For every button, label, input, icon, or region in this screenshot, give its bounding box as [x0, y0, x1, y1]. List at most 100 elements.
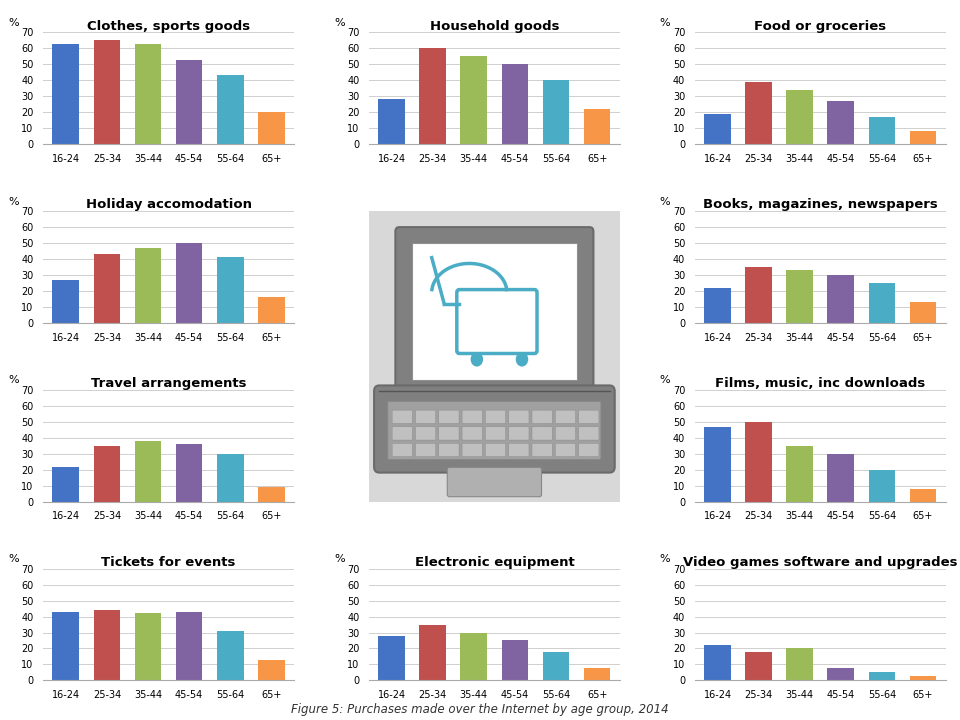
FancyBboxPatch shape — [392, 427, 413, 440]
Title: Video games software and upgrades: Video games software and upgrades — [683, 556, 957, 569]
Bar — [420, 624, 446, 680]
Bar — [786, 446, 813, 502]
Title: Household goods: Household goods — [430, 19, 559, 32]
Text: Figure 5: Purchases made over the Internet by age group, 2014: Figure 5: Purchases made over the Intern… — [291, 703, 669, 716]
Bar — [869, 469, 896, 502]
FancyBboxPatch shape — [396, 227, 593, 395]
Title: Electronic equipment: Electronic equipment — [415, 556, 574, 569]
Text: %: % — [660, 375, 670, 385]
FancyBboxPatch shape — [462, 444, 482, 456]
Bar — [420, 48, 446, 144]
Bar — [786, 270, 813, 323]
Bar — [910, 675, 936, 680]
Title: Books, magazines, newspapers: Books, magazines, newspapers — [703, 199, 938, 212]
FancyBboxPatch shape — [555, 427, 576, 440]
Circle shape — [470, 352, 483, 366]
FancyBboxPatch shape — [532, 444, 552, 456]
Bar — [378, 636, 405, 680]
Bar — [217, 631, 244, 680]
Bar — [705, 427, 731, 502]
FancyBboxPatch shape — [416, 444, 436, 456]
Bar — [53, 44, 79, 144]
FancyBboxPatch shape — [447, 467, 541, 497]
Bar — [869, 672, 896, 680]
FancyBboxPatch shape — [509, 427, 529, 440]
Text: %: % — [334, 554, 345, 564]
Bar — [176, 243, 203, 323]
FancyBboxPatch shape — [462, 427, 482, 440]
Text: %: % — [8, 197, 19, 207]
Bar — [93, 446, 120, 502]
Bar — [786, 90, 813, 144]
Bar — [501, 641, 528, 680]
Title: Travel arrangements: Travel arrangements — [91, 377, 247, 390]
Title: Holiday accomodation: Holiday accomodation — [85, 199, 252, 212]
FancyBboxPatch shape — [555, 444, 576, 456]
Bar — [258, 112, 284, 144]
FancyBboxPatch shape — [392, 444, 413, 456]
FancyBboxPatch shape — [416, 410, 436, 423]
Bar — [461, 56, 488, 144]
FancyBboxPatch shape — [579, 427, 599, 440]
Text: %: % — [8, 18, 19, 28]
Bar — [93, 610, 120, 680]
Text: %: % — [8, 375, 19, 385]
Bar — [217, 258, 244, 323]
Bar — [705, 288, 731, 323]
Text: %: % — [660, 18, 670, 28]
Bar — [258, 297, 284, 323]
FancyBboxPatch shape — [416, 427, 436, 440]
Bar — [745, 422, 772, 502]
FancyBboxPatch shape — [555, 410, 576, 423]
Title: Films, music, inc downloads: Films, music, inc downloads — [715, 377, 925, 390]
Bar — [745, 652, 772, 680]
Bar — [134, 441, 161, 502]
Bar — [217, 76, 244, 144]
Bar — [217, 454, 244, 502]
FancyBboxPatch shape — [392, 410, 413, 423]
Title: Food or groceries: Food or groceries — [755, 19, 886, 32]
Text: %: % — [334, 18, 345, 28]
FancyBboxPatch shape — [509, 410, 529, 423]
Bar — [93, 40, 120, 144]
FancyBboxPatch shape — [439, 427, 459, 440]
FancyBboxPatch shape — [532, 410, 552, 423]
FancyBboxPatch shape — [579, 444, 599, 456]
Bar — [786, 649, 813, 680]
Bar — [53, 467, 79, 502]
Bar — [258, 487, 284, 502]
Bar — [910, 131, 936, 144]
Text: %: % — [660, 197, 670, 207]
Bar — [705, 645, 731, 680]
Bar — [176, 612, 203, 680]
FancyBboxPatch shape — [486, 410, 506, 423]
FancyBboxPatch shape — [388, 402, 601, 459]
Bar — [258, 660, 284, 680]
Text: %: % — [8, 554, 19, 564]
Bar — [828, 275, 854, 323]
Bar — [910, 302, 936, 323]
Bar — [542, 81, 569, 144]
FancyBboxPatch shape — [374, 385, 614, 472]
FancyBboxPatch shape — [439, 444, 459, 456]
Bar — [828, 667, 854, 680]
Bar — [176, 60, 203, 144]
Bar — [93, 254, 120, 323]
Bar — [745, 267, 772, 323]
Bar — [461, 632, 488, 680]
FancyBboxPatch shape — [532, 427, 552, 440]
Bar — [828, 454, 854, 502]
Bar — [53, 280, 79, 323]
Bar — [134, 613, 161, 680]
Bar — [53, 612, 79, 680]
FancyBboxPatch shape — [486, 444, 506, 456]
FancyBboxPatch shape — [509, 444, 529, 456]
Title: Tickets for events: Tickets for events — [102, 556, 236, 569]
Bar — [869, 117, 896, 144]
Bar — [584, 667, 611, 680]
Bar — [828, 101, 854, 144]
Bar — [176, 444, 203, 502]
Circle shape — [516, 352, 528, 366]
FancyBboxPatch shape — [462, 410, 482, 423]
Bar — [542, 652, 569, 680]
